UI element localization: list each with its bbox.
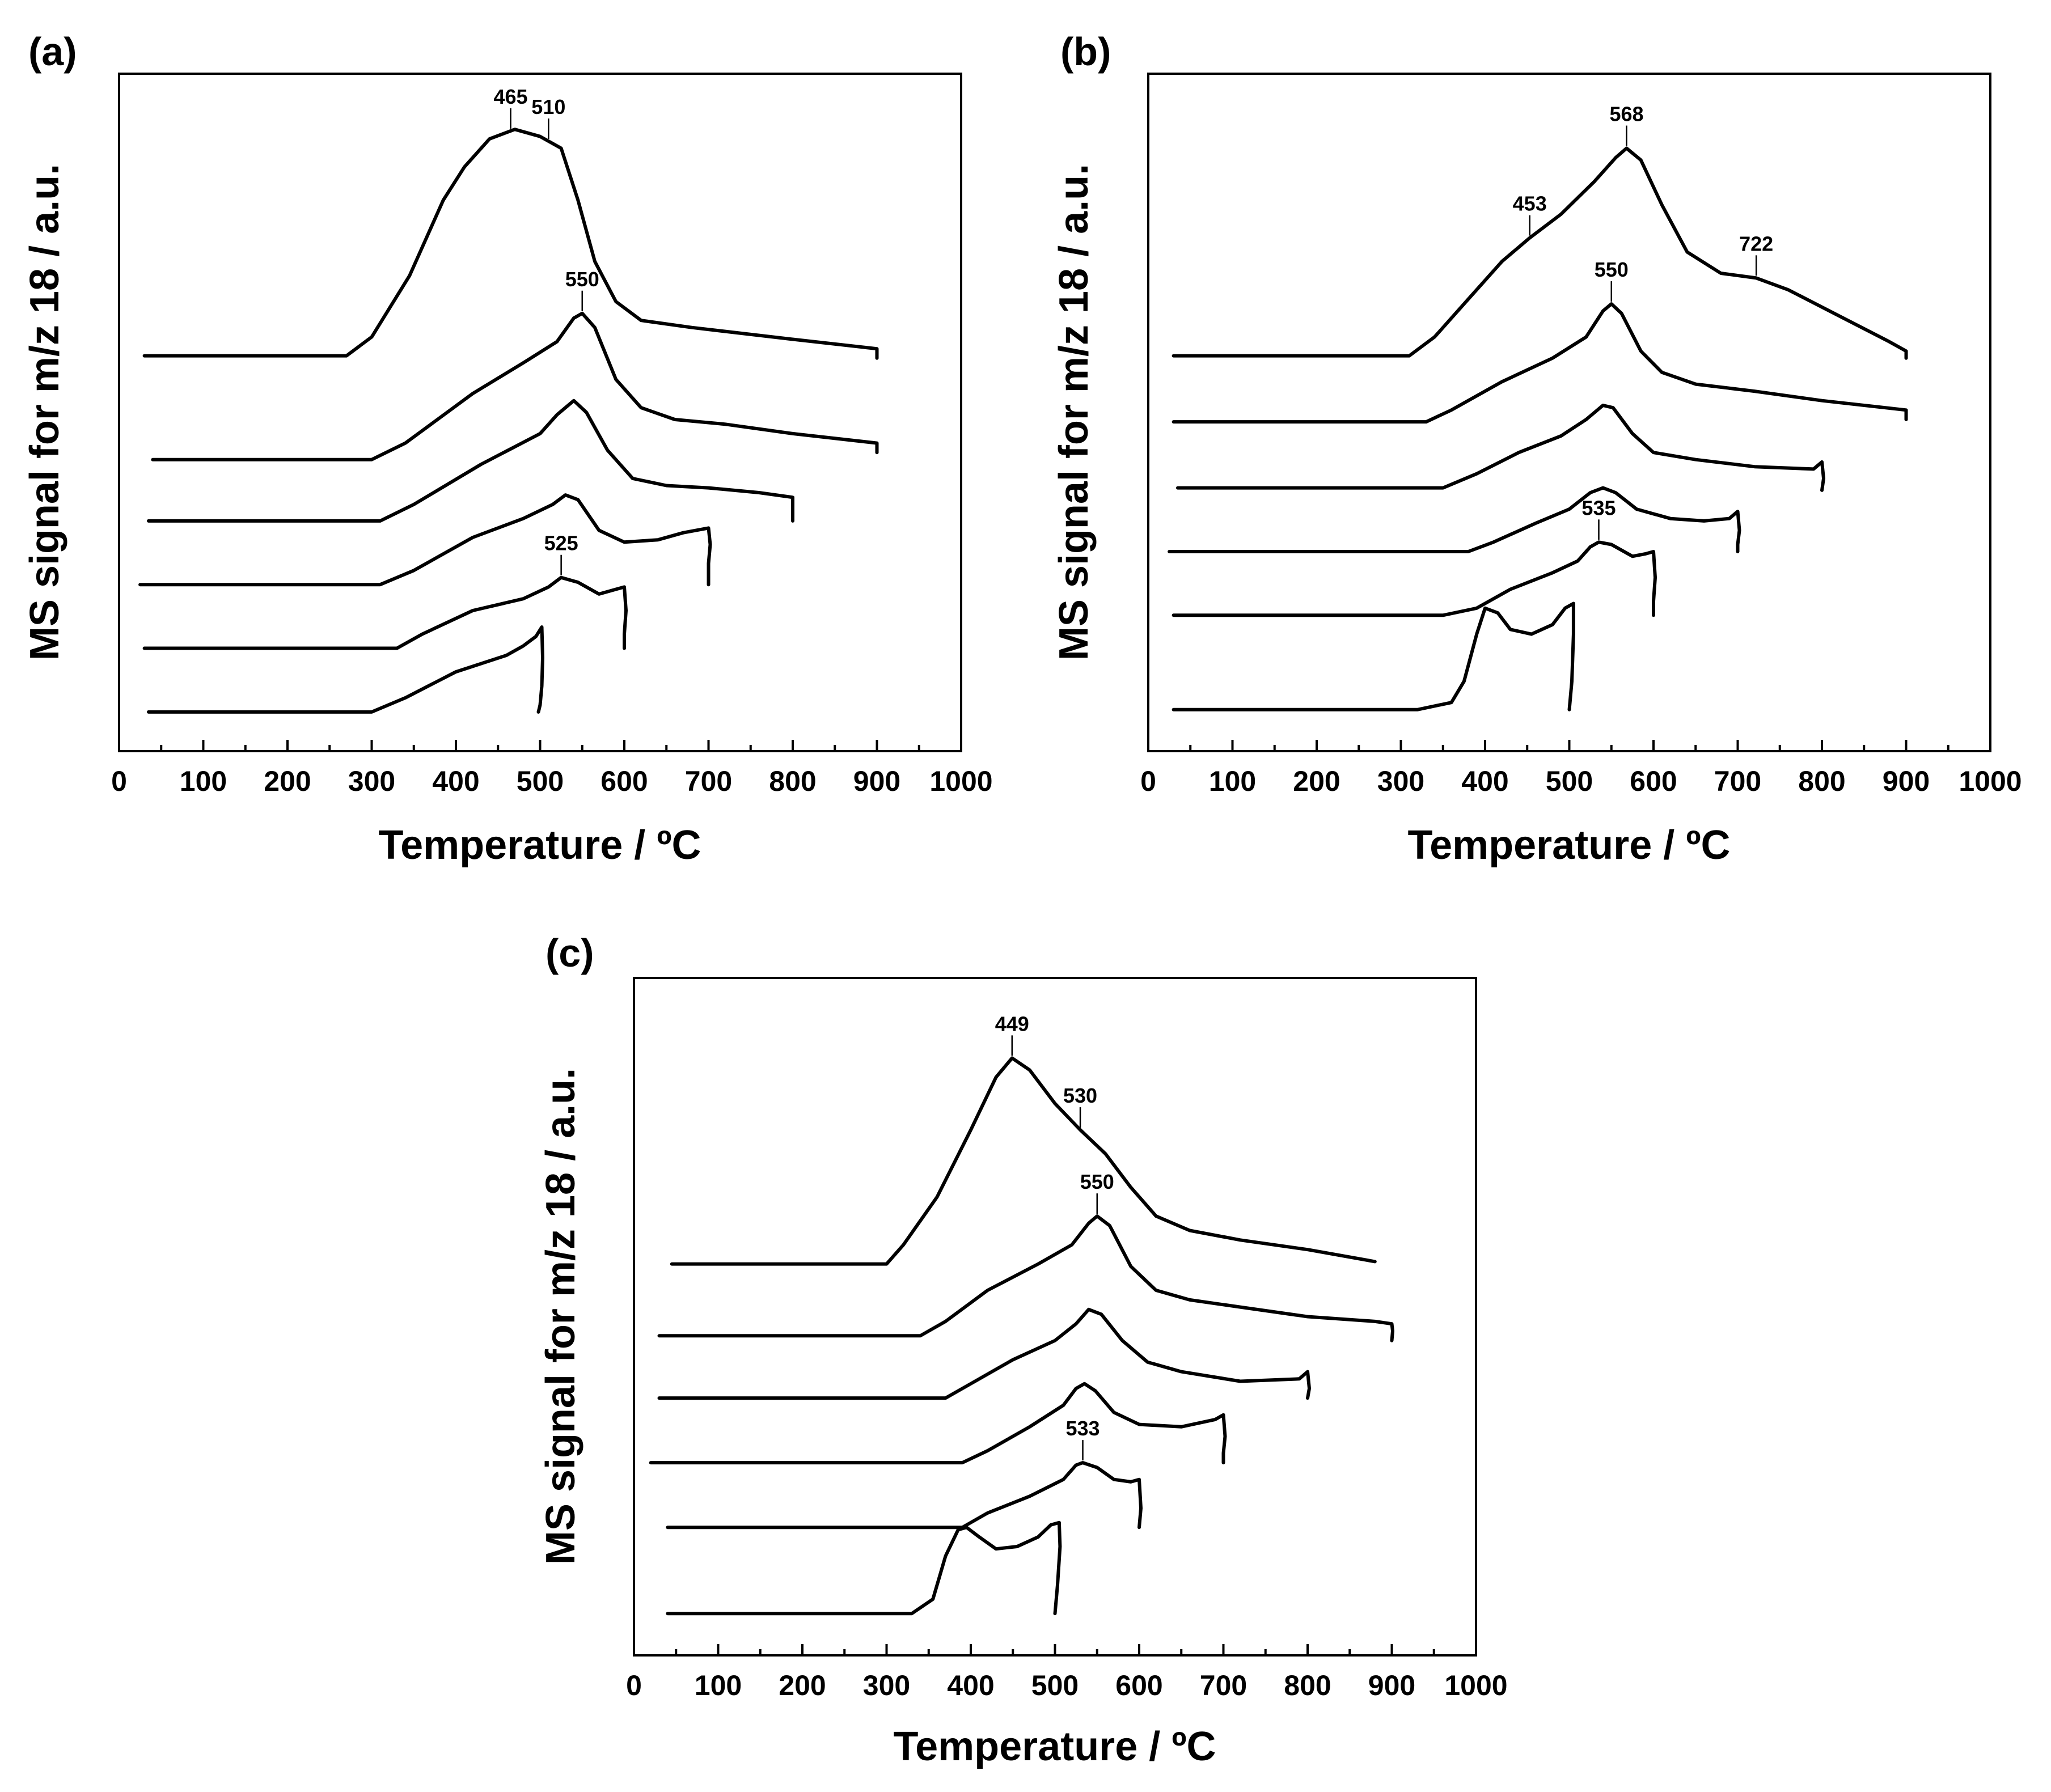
peak-label: 465 — [493, 85, 527, 108]
panel-c: (c) 0 100 200 300 400 500 600 700 800 900 1000 449… — [538, 931, 1508, 1769]
x-tick-label: 1000 — [1444, 1670, 1507, 1701]
panel-a-curves — [138, 128, 879, 714]
series-curve-4 — [1168, 486, 1741, 553]
x-tick-label: 700 — [1200, 1670, 1247, 1701]
x-tick-label: 400 — [432, 765, 479, 797]
peak-label: 533 — [1065, 1417, 1099, 1440]
x-tick-label: 900 — [1883, 765, 1930, 797]
x-tick-label: 100 — [695, 1670, 742, 1701]
series-curve-1 — [670, 1056, 1377, 1266]
x-tick-label: 300 — [348, 765, 395, 797]
panel-b-y-axis-title: MS signal for m/z 18 / a.u. — [1051, 164, 1097, 660]
panel-a-y-axis-title: MS signal for m/z 18 / a.u. — [22, 164, 67, 660]
x-tick-label: 700 — [685, 765, 732, 797]
x-tick-label: 500 — [1546, 765, 1593, 797]
peak-label: 722 — [1739, 232, 1773, 255]
series-curve-6 — [147, 625, 544, 714]
panel-b-x-axis-title: Temperature / ºC — [1407, 823, 1730, 868]
panel-c-x-ticks: 0 100 200 300 400 500 600 700 800 900 1000 — [626, 1644, 1508, 1701]
peak-label: 568 — [1609, 103, 1643, 126]
panel-b: (b) 0 100 200 300 400 500 600 700 800 900 1000 453… — [1051, 29, 2022, 868]
panel-a-peak-annotations: 465 510 550 525 — [493, 85, 599, 575]
x-tick-label: 0 — [111, 765, 127, 797]
panel-c-curves — [649, 1056, 1394, 1616]
peak-label: 550 — [1595, 258, 1629, 281]
peak-label: 550 — [1080, 1170, 1114, 1193]
series-curve-3 — [657, 1307, 1311, 1400]
series-curve-2 — [1172, 302, 1908, 424]
x-tick-label: 0 — [626, 1670, 642, 1701]
x-tick-label: 800 — [1798, 765, 1845, 797]
peak-label: 510 — [531, 95, 565, 118]
panel-c-peak-annotations: 449 530 550 533 — [995, 1012, 1114, 1461]
peak-label: 453 — [1513, 192, 1547, 215]
x-tick-label: 400 — [947, 1670, 994, 1701]
series-curve-5 — [666, 1461, 1143, 1530]
x-tick-label: 900 — [1368, 1670, 1415, 1701]
x-tick-label: 300 — [1377, 765, 1424, 797]
peak-label: 525 — [544, 532, 578, 555]
series-curve-6 — [1172, 601, 1575, 711]
panel-a-x-ticks: 0 100 200 300 400 500 600 700 800 900 1000 — [111, 740, 993, 797]
x-tick-label: 200 — [779, 1670, 826, 1701]
x-tick-label: 900 — [853, 765, 900, 797]
x-tick-label: 600 — [601, 765, 648, 797]
panel-b-curves — [1168, 146, 1908, 711]
panel-b-label: (b) — [1060, 29, 1111, 74]
series-curve-4 — [649, 1382, 1227, 1465]
peak-label: 449 — [995, 1012, 1029, 1035]
series-curve-2 — [657, 1214, 1394, 1342]
x-tick-label: 800 — [1284, 1670, 1331, 1701]
panel-a-label: (a) — [28, 29, 77, 74]
x-tick-label: 500 — [517, 765, 564, 797]
x-tick-label: 1000 — [1959, 765, 2022, 797]
series-curve-1 — [1172, 146, 1908, 360]
panel-c-label: (c) — [545, 931, 594, 975]
x-tick-label: 200 — [1293, 765, 1340, 797]
panel-a: (a) 0 100 200 300 400 500 600 700 800 900 1000 465… — [22, 29, 993, 868]
peak-label: 530 — [1063, 1084, 1097, 1107]
x-tick-label: 600 — [1630, 765, 1677, 797]
panel-c-x-axis-title: Temperature / ºC — [893, 1724, 1216, 1769]
x-tick-label: 1000 — [929, 765, 992, 797]
series-curve-2 — [151, 311, 879, 461]
series-curve-1 — [142, 128, 879, 360]
series-curve-3 — [1176, 404, 1825, 492]
x-tick-label: 200 — [264, 765, 311, 797]
panel-b-x-ticks: 0 100 200 300 400 500 600 700 800 900 1000 — [1140, 740, 2022, 797]
x-tick-label: 800 — [769, 765, 816, 797]
x-tick-label: 0 — [1140, 765, 1156, 797]
series-curve-5 — [142, 575, 628, 650]
peak-label: 550 — [565, 268, 599, 291]
series-curve-6 — [666, 1520, 1062, 1616]
x-tick-label: 100 — [1209, 765, 1256, 797]
x-tick-label: 100 — [180, 765, 227, 797]
x-tick-label: 700 — [1714, 765, 1761, 797]
x-tick-label: 500 — [1031, 1670, 1079, 1701]
panel-a-x-axis-title: Temperature / ºC — [378, 823, 701, 868]
x-tick-label: 300 — [863, 1670, 910, 1701]
panel-b-peak-annotations: 453 568 722 550 535 — [1513, 103, 1773, 540]
series-curve-5 — [1172, 540, 1657, 617]
series-curve-3 — [147, 399, 794, 523]
x-tick-label: 600 — [1115, 1670, 1162, 1701]
series-curve-4 — [138, 493, 712, 587]
peak-label: 535 — [1581, 496, 1616, 519]
x-tick-label: 400 — [1461, 765, 1508, 797]
panel-c-y-axis-title: MS signal for m/z 18 / a.u. — [538, 1068, 583, 1565]
